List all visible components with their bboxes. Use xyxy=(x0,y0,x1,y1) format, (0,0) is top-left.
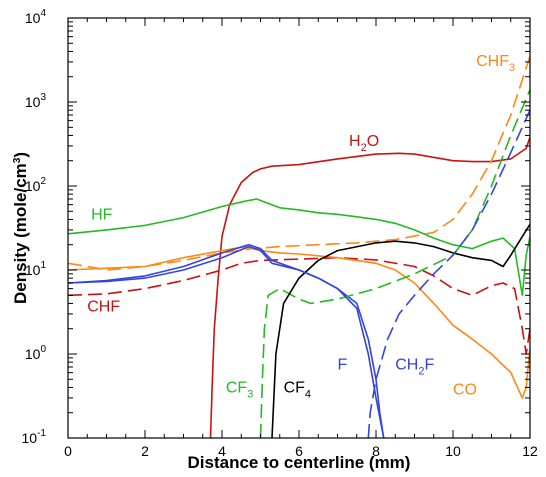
y-axis-title-main: Density (mole/cm xyxy=(11,163,30,304)
series-line-hf xyxy=(68,198,530,297)
x-tick-label: 12 xyxy=(522,443,538,459)
series-label: CH2F xyxy=(395,357,434,378)
series-line-blue xyxy=(68,243,385,438)
x-tick-label: 6 xyxy=(295,443,303,459)
x-tick-label: 0 xyxy=(64,443,72,459)
y-axis-title: Density (mole/cm3) xyxy=(11,152,30,304)
series-line-chf xyxy=(68,256,530,355)
y-tick-label: 104 xyxy=(25,8,47,26)
series-label: CO xyxy=(453,381,477,398)
x-tick-label: 4 xyxy=(218,443,226,459)
series-label: F xyxy=(338,357,348,374)
y-tick-label: 103 xyxy=(25,92,47,110)
labels-layer: H2O HF CHF3 CHF CF3 CF4 F CH2F CO xyxy=(87,53,515,401)
series-label: CF3 xyxy=(226,379,253,400)
y-axis-title-sup: 3 xyxy=(12,157,23,163)
y-axis-title-close: ) xyxy=(11,152,30,158)
series-line-f xyxy=(68,245,385,438)
series-label: CF4 xyxy=(284,379,311,400)
x-tick-label: 10 xyxy=(445,443,461,459)
series-label: CHF3 xyxy=(476,53,515,74)
y-tick-label: 100 xyxy=(25,344,47,362)
y-tick-label: 10-1 xyxy=(22,428,47,446)
x-tick-label: 2 xyxy=(141,443,149,459)
series-line-co xyxy=(68,245,530,399)
series-line-ch2f xyxy=(367,109,530,438)
series-label: CHF xyxy=(87,299,120,316)
series-label: H2O xyxy=(349,133,379,154)
x-tick-label: 8 xyxy=(372,443,380,459)
series-line-chf3 xyxy=(68,56,530,271)
series-line-cf4 xyxy=(271,223,530,438)
plot-frame xyxy=(67,17,531,439)
x-axis-title: Distance to centerline (mm) xyxy=(188,453,411,472)
series-line-h2o xyxy=(209,137,530,438)
series-layer xyxy=(68,56,530,438)
series-label: HF xyxy=(91,206,113,223)
series-line-cf3 xyxy=(259,89,530,438)
